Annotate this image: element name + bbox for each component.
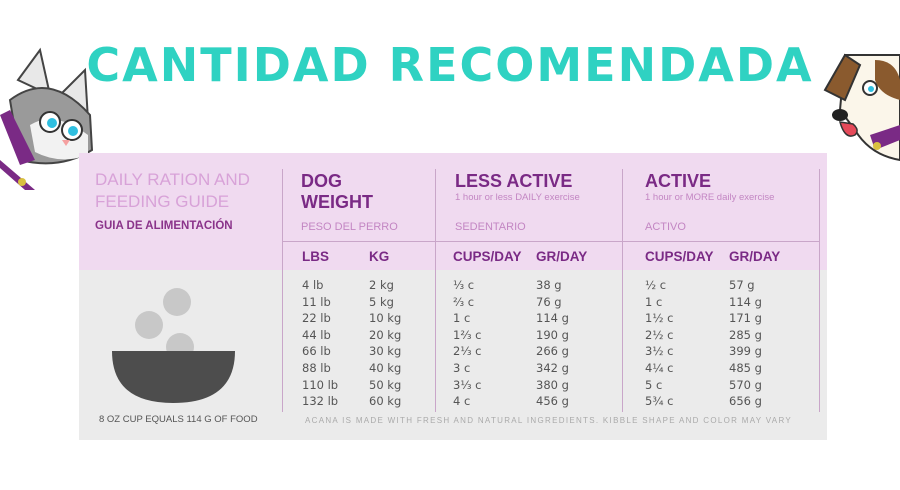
unit-lbs: LBS xyxy=(302,249,329,264)
table-cell: 5 kg xyxy=(369,294,394,309)
table-cell: 2½ c xyxy=(645,327,674,342)
table-cell: 114 g xyxy=(536,311,569,326)
table-cell: 3½ c xyxy=(645,344,674,359)
column-less-cups: ⅓ c ⅔ c 1 c 1⅔ c 2⅓ c 3 c 3⅓ c 4 c xyxy=(453,277,481,410)
table-cell: 399 g xyxy=(729,344,762,359)
table-cell: 285 g xyxy=(729,327,762,342)
unit-active-gr: GR/DAY xyxy=(729,249,781,264)
cup-equivalence-note: 8 OZ CUP EQUALS 114 G OF FOOD xyxy=(99,414,258,425)
unit-kg: KG xyxy=(369,249,390,264)
table-cell: ⅓ c xyxy=(453,278,475,292)
table-cell: 456 g xyxy=(536,394,569,409)
table-cell: 342 g xyxy=(536,360,569,375)
weight-subtitle: PESO DEL PERRO xyxy=(301,221,398,233)
less-active-header: LESS ACTIVE 1 hour or less DAILY exercis… xyxy=(455,171,580,203)
active-note: 1 hour or MORE daily exercise xyxy=(645,192,775,203)
table-cell: 30 kg xyxy=(369,344,402,359)
table-cell: 4¼ c xyxy=(645,360,674,375)
table-cell: 4 c xyxy=(453,394,471,409)
table-cell: 22 lb xyxy=(302,311,331,326)
guide-title: DAILY RATION AND FEEDING GUIDE xyxy=(95,170,250,211)
table-cell: 50 kg xyxy=(369,377,402,392)
table-cell: 11 lb xyxy=(302,294,331,309)
active-header: ACTIVE 1 hour or MORE daily exercise xyxy=(645,171,774,203)
column-lbs: 4 lb 11 lb 22 lb 44 lb 66 lb 88 lb 110 l… xyxy=(302,277,338,410)
column-divider xyxy=(819,169,820,412)
table-cell: 380 g xyxy=(536,377,569,392)
column-divider xyxy=(622,169,623,412)
weight-column-header: DOG WEIGHT xyxy=(301,171,373,213)
column-active-cups: ½ c 1 c 1½ c 2½ c 3½ c 4¼ c 5 c 5¾ c xyxy=(645,277,673,410)
column-divider xyxy=(282,169,283,412)
weight-title-line2: WEIGHT xyxy=(301,192,373,212)
table-cell: ⅔ c xyxy=(453,294,475,309)
guide-subtitle: GUIA DE ALIMENTACIÓN xyxy=(95,220,233,232)
table-cell: 190 g xyxy=(536,327,569,342)
table-cell: 2⅓ c xyxy=(453,344,482,359)
header-band xyxy=(79,153,827,270)
table-cell: 485 g xyxy=(729,360,762,375)
table-cell: 4 lb xyxy=(302,278,324,292)
weight-title-line1: DOG xyxy=(301,171,343,191)
table-cell: 2 kg xyxy=(369,278,394,292)
table-cell: 570 g xyxy=(729,377,762,392)
table-cell: 1½ c xyxy=(645,311,674,326)
table-cell: 40 kg xyxy=(369,360,402,375)
ingredients-disclaimer: ACANA IS MADE WITH FRESH AND NATURAL ING… xyxy=(305,416,793,425)
table-cell: 60 kg xyxy=(369,394,402,409)
column-less-gr: 38 g 76 g 114 g 190 g 266 g 342 g 380 g … xyxy=(536,277,569,410)
table-cell: 3 c xyxy=(453,360,471,375)
page-title: CANTIDAD RECOMENDADA xyxy=(86,38,814,92)
table-cell: 66 lb xyxy=(302,344,331,359)
dog-mascot-icon xyxy=(823,53,900,162)
active-subtitle: ACTIVO xyxy=(645,221,686,233)
column-kg: 2 kg 5 kg 10 kg 20 kg 30 kg 40 kg 50 kg … xyxy=(369,277,401,410)
feeding-guide-card: DAILY RATION AND FEEDING GUIDE GUIA DE A… xyxy=(79,153,827,440)
table-cell: 656 g xyxy=(729,394,762,409)
table-cell: 10 kg xyxy=(369,311,402,326)
less-active-note: 1 hour or less DAILY exercise xyxy=(455,192,580,203)
table-cell: 44 lb xyxy=(302,327,331,342)
table-cell: 1 c xyxy=(645,294,663,309)
active-title: ACTIVE xyxy=(645,171,712,191)
table-cell: 3⅓ c xyxy=(453,377,482,392)
less-active-subtitle: SEDENTARIO xyxy=(455,221,526,233)
table-cell: 266 g xyxy=(536,344,569,359)
header-rule xyxy=(282,241,820,242)
unit-active-cups: CUPS/DAY xyxy=(645,249,714,264)
table-cell: 171 g xyxy=(729,311,762,326)
table-cell: 38 g xyxy=(536,278,562,292)
less-active-title: LESS ACTIVE xyxy=(455,171,573,191)
unit-less-gr: GR/DAY xyxy=(536,249,588,264)
column-divider xyxy=(435,169,436,412)
table-cell: 5 c xyxy=(645,377,663,392)
column-active-gr: 57 g 114 g 171 g 285 g 399 g 485 g 570 g… xyxy=(729,277,762,410)
food-bowl-icon xyxy=(112,288,235,403)
table-cell: 110 lb xyxy=(302,377,339,392)
table-cell: 88 lb xyxy=(302,360,331,375)
cat-mascot-icon xyxy=(0,47,94,190)
table-cell: 1 c xyxy=(453,311,471,326)
table-cell: ½ c xyxy=(645,278,667,292)
unit-less-cups: CUPS/DAY xyxy=(453,249,522,264)
table-cell: 114 g xyxy=(729,294,762,309)
table-cell: 76 g xyxy=(536,294,562,309)
table-cell: 1⅔ c xyxy=(453,327,482,342)
table-cell: 5¾ c xyxy=(645,394,674,409)
table-cell: 132 lb xyxy=(302,394,339,409)
table-cell: 20 kg xyxy=(369,327,402,342)
table-cell: 57 g xyxy=(729,278,755,292)
